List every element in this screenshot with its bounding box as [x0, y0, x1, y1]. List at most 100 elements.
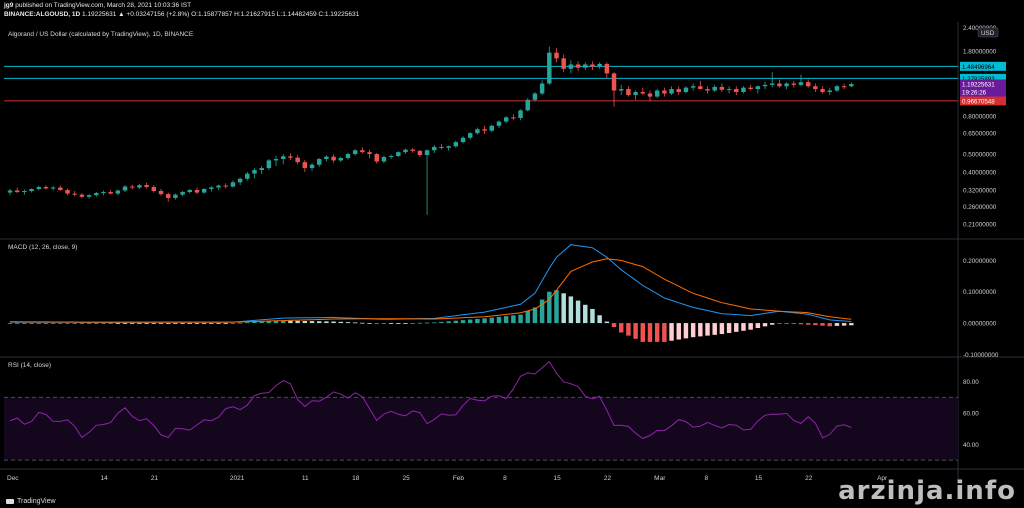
candle-body [827, 90, 832, 92]
macd-histogram-bar [7, 323, 13, 324]
macd-axis-tick: 0.10000000 [963, 289, 997, 296]
candle-body [281, 156, 286, 160]
level-price-label: 0.96670548 [962, 98, 995, 105]
macd-histogram-bar [331, 321, 336, 324]
candle-body [58, 187, 63, 190]
macd-histogram-bar [252, 322, 257, 324]
publisher-name: jg9 [4, 2, 14, 9]
macd-histogram-bar [266, 321, 272, 324]
macd-histogram-bar [288, 320, 293, 324]
macd-pane-title: MACD (12, 26, close, 9) [8, 244, 78, 251]
candle-body [805, 82, 811, 87]
time-axis-tick: 14 [100, 475, 108, 482]
macd-histogram-bar [259, 321, 264, 324]
macd-histogram-bar [108, 323, 113, 324]
candle-body [424, 150, 430, 156]
candle-body [769, 83, 775, 85]
candle-body [187, 189, 193, 193]
macd-histogram-bar [489, 317, 495, 324]
signal-line [10, 258, 852, 323]
macd-histogram-bar [43, 323, 49, 324]
close-label: C: [318, 11, 325, 18]
macd-histogram-bar [647, 323, 653, 342]
macd-histogram-bar [741, 323, 746, 331]
candle-body [137, 185, 142, 188]
macd-histogram-bar [50, 323, 56, 324]
candle-body [79, 194, 85, 197]
macd-histogram-bar [58, 323, 63, 324]
macd-histogram-bar [748, 323, 753, 330]
macd-histogram-bar [245, 322, 250, 324]
macd-histogram-bar [194, 323, 200, 324]
time-axis-tick: 22 [604, 475, 612, 482]
candle-body [446, 146, 451, 148]
macd-axis-tick: 0.20000000 [963, 258, 997, 265]
candle-body [324, 156, 329, 160]
candle-body [597, 63, 602, 67]
candle-body [237, 178, 243, 183]
macd-histogram-bar [849, 323, 854, 326]
macd-histogram-bar [554, 290, 559, 324]
candle-body [194, 189, 200, 193]
candle-body [712, 86, 717, 91]
watermark: arzinja.info [838, 476, 1016, 506]
macd-histogram-bar [165, 323, 171, 324]
candle-body [22, 191, 27, 193]
macd-histogram-bar [302, 320, 308, 324]
macd-histogram-bar [784, 323, 789, 324]
macd-histogram-bar [410, 322, 415, 324]
candle-body [29, 188, 34, 192]
macd-histogram-bar [525, 311, 530, 324]
time-axis-tick: Apr [877, 475, 888, 482]
level-price-tag [960, 61, 1006, 71]
candle-body [43, 187, 49, 189]
macd-histogram-bar [367, 323, 372, 324]
macd-histogram-bar [820, 323, 825, 326]
candle-body [554, 52, 559, 59]
macd-histogram-bar [151, 323, 157, 324]
tradingview-logo[interactable]: TradingView [6, 498, 56, 505]
candle-body [834, 86, 840, 91]
macd-histogram-bar [237, 322, 243, 324]
candle-body [496, 121, 502, 126]
macd-histogram-bar [791, 323, 797, 324]
candle-body [604, 63, 610, 74]
last-price-tag [960, 79, 1006, 97]
candle-body [338, 158, 344, 161]
macd-histogram-bar [769, 323, 775, 325]
candle-body [158, 191, 164, 195]
price-axis-tick: 0.32000000 [963, 187, 997, 194]
candle-body [734, 89, 739, 92]
level-price-label: 1.48496964 [962, 64, 995, 71]
candle-body [245, 173, 250, 179]
candle-body [460, 137, 466, 143]
macd-histogram-bar [640, 323, 646, 342]
candle-body [813, 86, 818, 90]
candle-body [561, 58, 566, 69]
candle-body [14, 190, 20, 193]
candle-body [302, 162, 308, 169]
candle-body [453, 142, 459, 147]
candle-body [777, 83, 782, 87]
macd-histogram-bar [676, 323, 681, 340]
macd-histogram-bar [309, 321, 315, 324]
candle-body [122, 186, 128, 191]
macd-histogram-bar [705, 323, 710, 336]
candle-body [216, 185, 221, 188]
rsi-axis-tick: 60.00 [963, 411, 979, 418]
macd-histogram-bar [669, 323, 674, 341]
price-axis-tick: 1.80000000 [963, 48, 997, 55]
candle-body [252, 170, 257, 174]
candle-body [503, 117, 509, 122]
macd-histogram-bar [352, 322, 358, 324]
macd-histogram-bar [518, 314, 523, 324]
candle-body [647, 93, 653, 97]
macd-histogram-bar [130, 323, 135, 324]
ohlc-header: BINANCE:ALGOUSD, 1D 1.19225631 ▲ +0.0324… [4, 11, 359, 18]
level-price-tag [960, 73, 1006, 83]
candle-body [230, 182, 236, 187]
macd-histogram-bar [590, 308, 595, 324]
candle-body [784, 83, 789, 87]
candle-body [849, 84, 854, 87]
